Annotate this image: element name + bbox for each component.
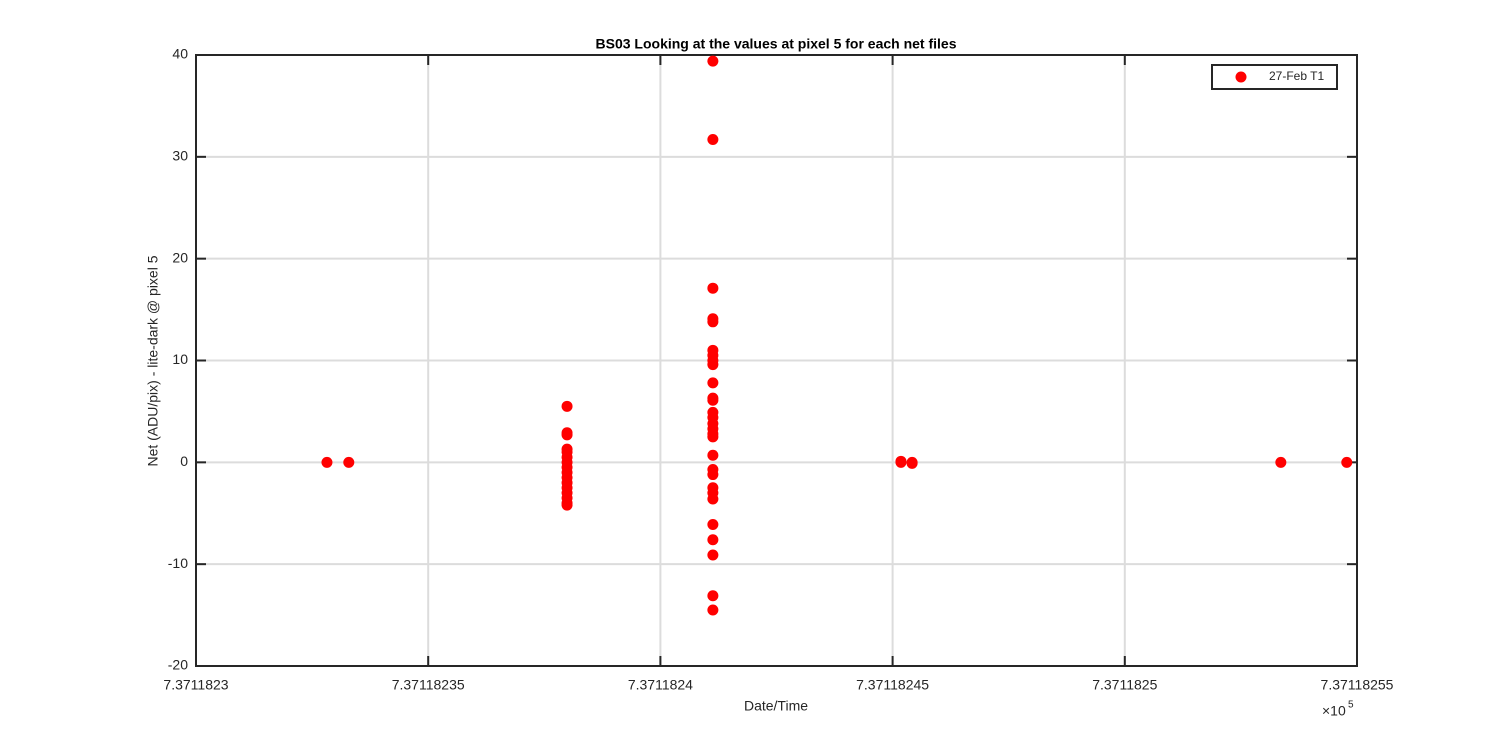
data-point (707, 534, 719, 546)
x-multiplier-exponent: 5 (1348, 700, 1354, 711)
y-tick-label: -20 (168, 657, 188, 673)
data-point (707, 604, 719, 616)
x-tick-label: 7.37118255 (1321, 677, 1394, 693)
x-tick-label: 7.37118245 (856, 677, 929, 693)
data-point (561, 429, 573, 441)
legend-marker (1235, 71, 1247, 83)
y-tick-label: -10 (168, 555, 188, 571)
y-tick-label: 30 (172, 148, 188, 164)
x-tick-label: 7.3711824 (628, 677, 693, 693)
x-tick-label: 7.37118235 (392, 677, 465, 693)
legend-label: 27-Feb T1 (1269, 69, 1324, 83)
data-point (707, 134, 719, 146)
data-point (895, 456, 907, 468)
x-tick-label: 7.3711825 (1092, 677, 1157, 693)
data-point (707, 549, 719, 561)
y-tick-label: 0 (180, 453, 188, 469)
data-point (707, 493, 719, 505)
data-point (707, 377, 719, 389)
y-tick-label: 20 (172, 249, 188, 265)
data-point (707, 55, 719, 67)
data-point (343, 456, 355, 468)
data-point (561, 499, 573, 511)
x-multiplier: ×10 (1322, 703, 1346, 719)
data-point (707, 316, 719, 328)
axes-box (195, 54, 1358, 667)
data-point (321, 456, 333, 468)
data-point (707, 449, 719, 461)
data-point (1341, 456, 1353, 468)
data-point (707, 431, 719, 443)
data-point (707, 590, 719, 602)
legend-box (1211, 64, 1338, 90)
data-point (1275, 456, 1287, 468)
y-axis-label: Net (ADU/pix) - lite-dark @ pixel 5 (145, 255, 161, 466)
x-tick-label: 7.3711823 (163, 677, 228, 693)
y-tick-label: 10 (172, 351, 188, 367)
data-point (707, 394, 719, 406)
data-point (707, 518, 719, 530)
data-point (707, 469, 719, 481)
data-point (707, 359, 719, 371)
data-point (906, 457, 918, 469)
data-point (561, 400, 573, 412)
data-point (707, 282, 719, 294)
x-axis-label: Date/Time (744, 698, 808, 714)
chart-title: BS03 Looking at the values at pixel 5 fo… (596, 36, 957, 52)
y-tick-label: 40 (172, 46, 188, 62)
